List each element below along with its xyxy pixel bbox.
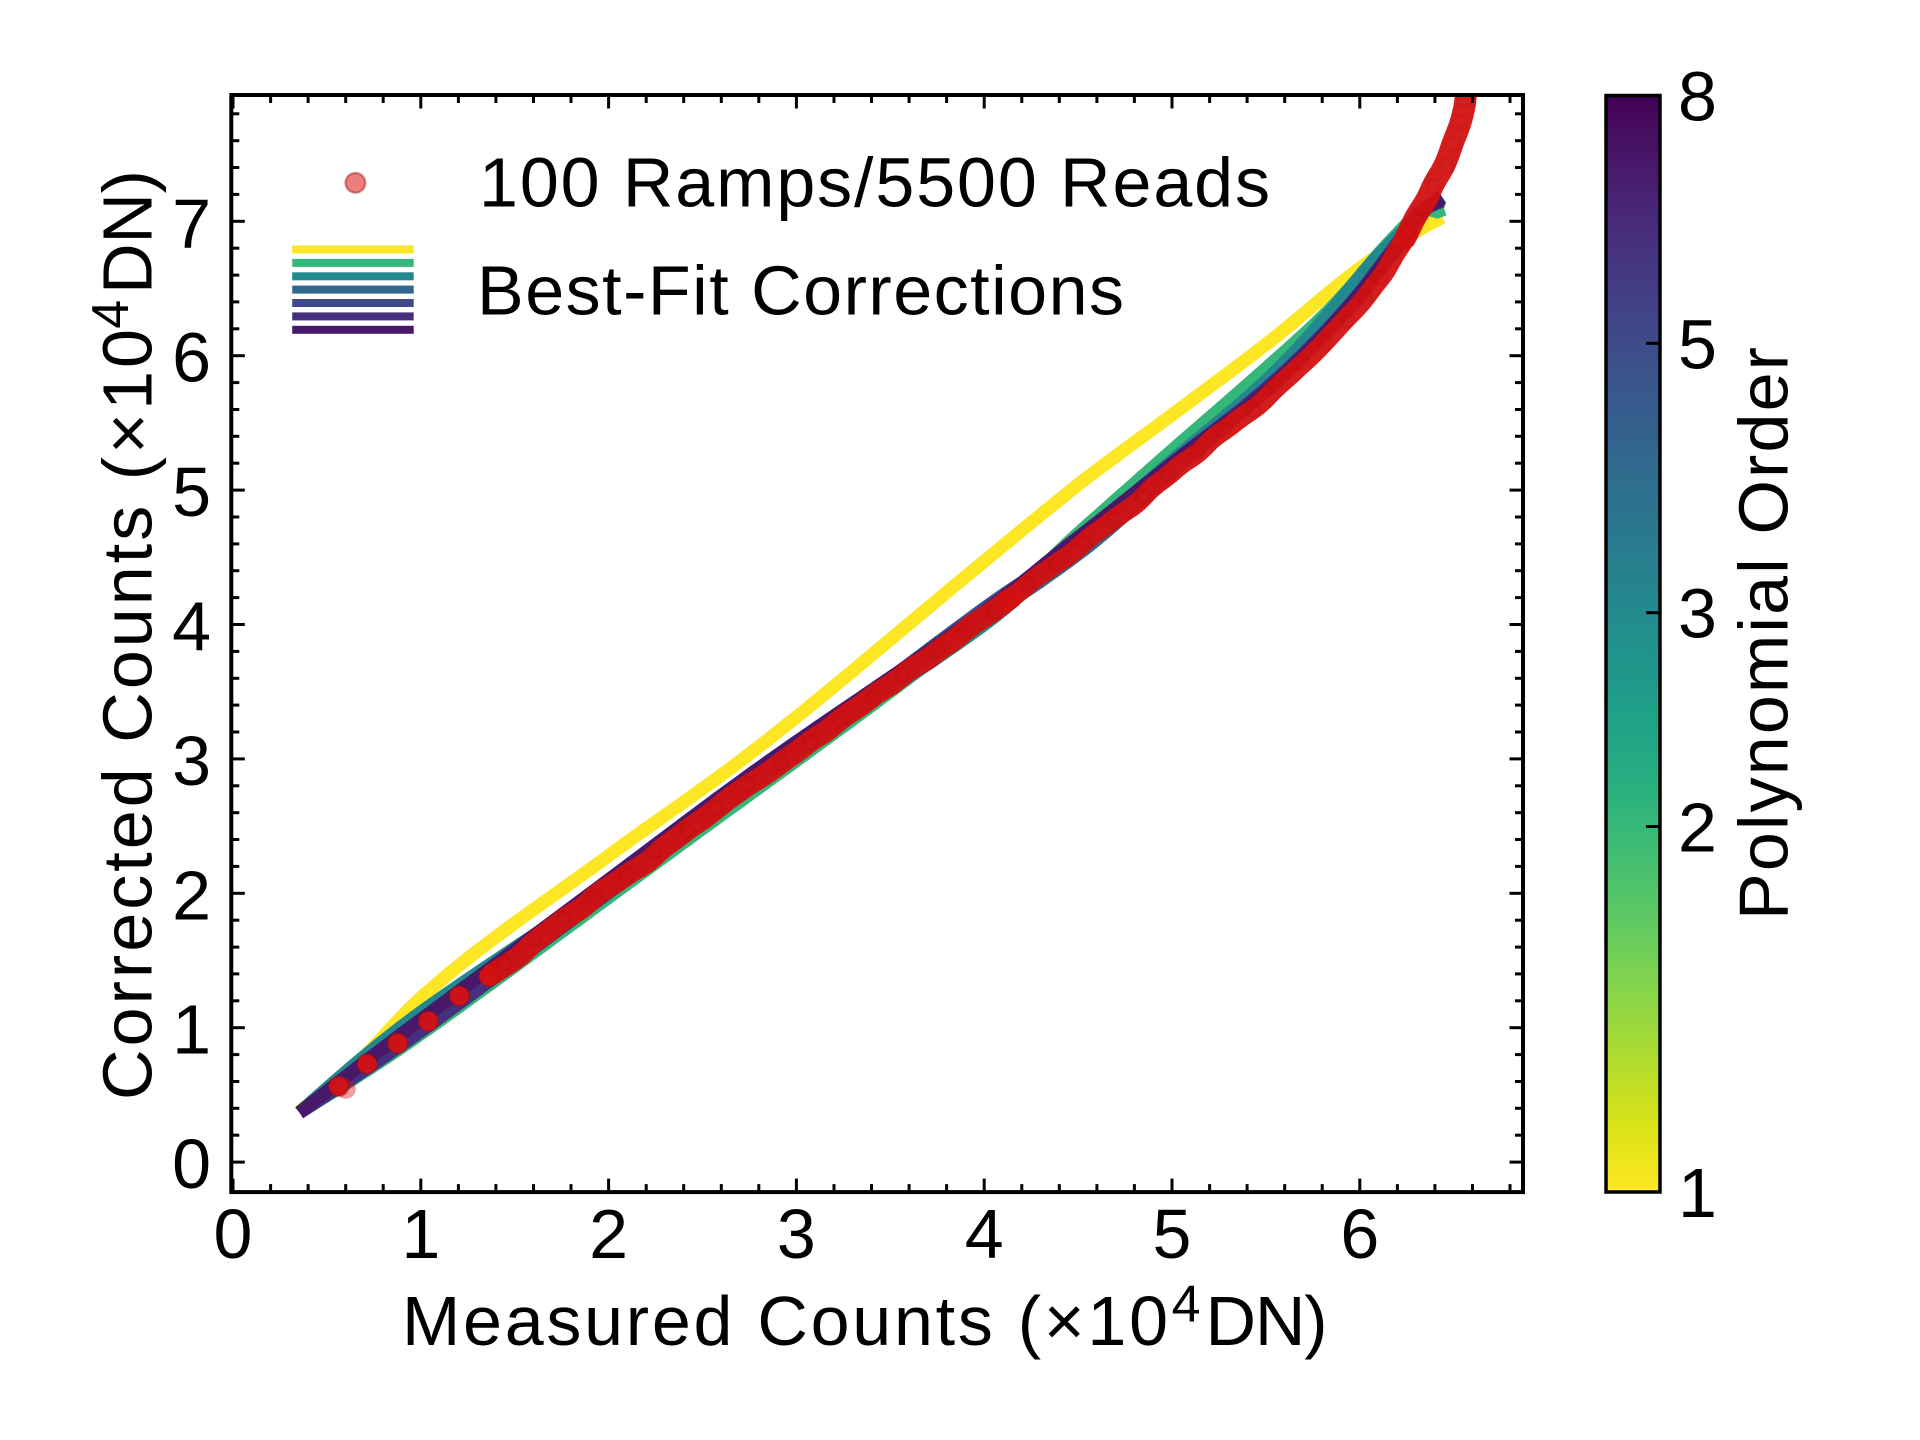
svg-text:6: 6 bbox=[1340, 1195, 1379, 1273]
svg-text:6: 6 bbox=[172, 319, 211, 397]
svg-text:5: 5 bbox=[172, 453, 211, 531]
svg-text:100 Ramps/5500 Reads: 100 Ramps/5500 Reads bbox=[479, 143, 1270, 221]
svg-text:DN): DN) bbox=[1206, 1282, 1328, 1360]
svg-text:DN): DN) bbox=[88, 170, 166, 294]
svg-text:4: 4 bbox=[82, 300, 140, 329]
svg-text:8: 8 bbox=[1678, 58, 1717, 136]
svg-text:1: 1 bbox=[172, 991, 211, 1069]
svg-text:Corrected Counts (×10: Corrected Counts (×10 bbox=[88, 329, 166, 1100]
svg-text:7: 7 bbox=[172, 184, 211, 262]
svg-text:Measured Counts (×10: Measured Counts (×10 bbox=[402, 1282, 1168, 1360]
svg-text:2: 2 bbox=[172, 856, 211, 934]
svg-text:5: 5 bbox=[1678, 305, 1717, 383]
svg-text:4: 4 bbox=[1172, 1276, 1201, 1334]
svg-text:4: 4 bbox=[965, 1195, 1004, 1273]
svg-text:5: 5 bbox=[1153, 1195, 1192, 1273]
svg-text:3: 3 bbox=[1678, 575, 1717, 653]
svg-text:0: 0 bbox=[172, 1125, 211, 1203]
svg-text:1: 1 bbox=[1678, 1154, 1717, 1232]
svg-text:2: 2 bbox=[589, 1195, 628, 1273]
svg-text:1: 1 bbox=[401, 1195, 440, 1273]
svg-text:3: 3 bbox=[172, 722, 211, 800]
svg-text:2: 2 bbox=[1678, 789, 1717, 867]
svg-text:3: 3 bbox=[777, 1195, 816, 1273]
svg-text:Polynomial Order: Polynomial Order bbox=[1725, 347, 1803, 920]
svg-text:4: 4 bbox=[172, 588, 211, 666]
svg-text:0: 0 bbox=[214, 1195, 253, 1273]
svg-text:Best-Fit Corrections: Best-Fit Corrections bbox=[477, 251, 1124, 329]
